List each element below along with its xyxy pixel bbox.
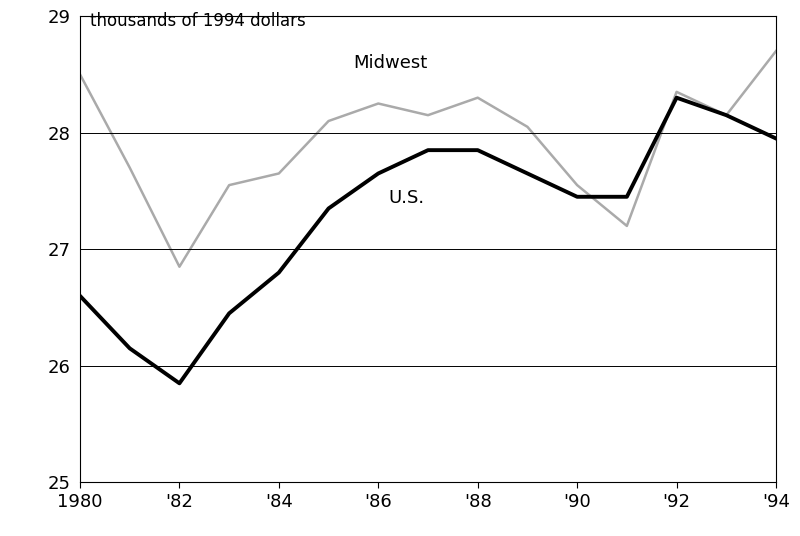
Text: Midwest: Midwest: [354, 54, 428, 72]
Text: U.S.: U.S.: [388, 189, 424, 206]
Text: thousands of 1994 dollars: thousands of 1994 dollars: [90, 12, 306, 30]
